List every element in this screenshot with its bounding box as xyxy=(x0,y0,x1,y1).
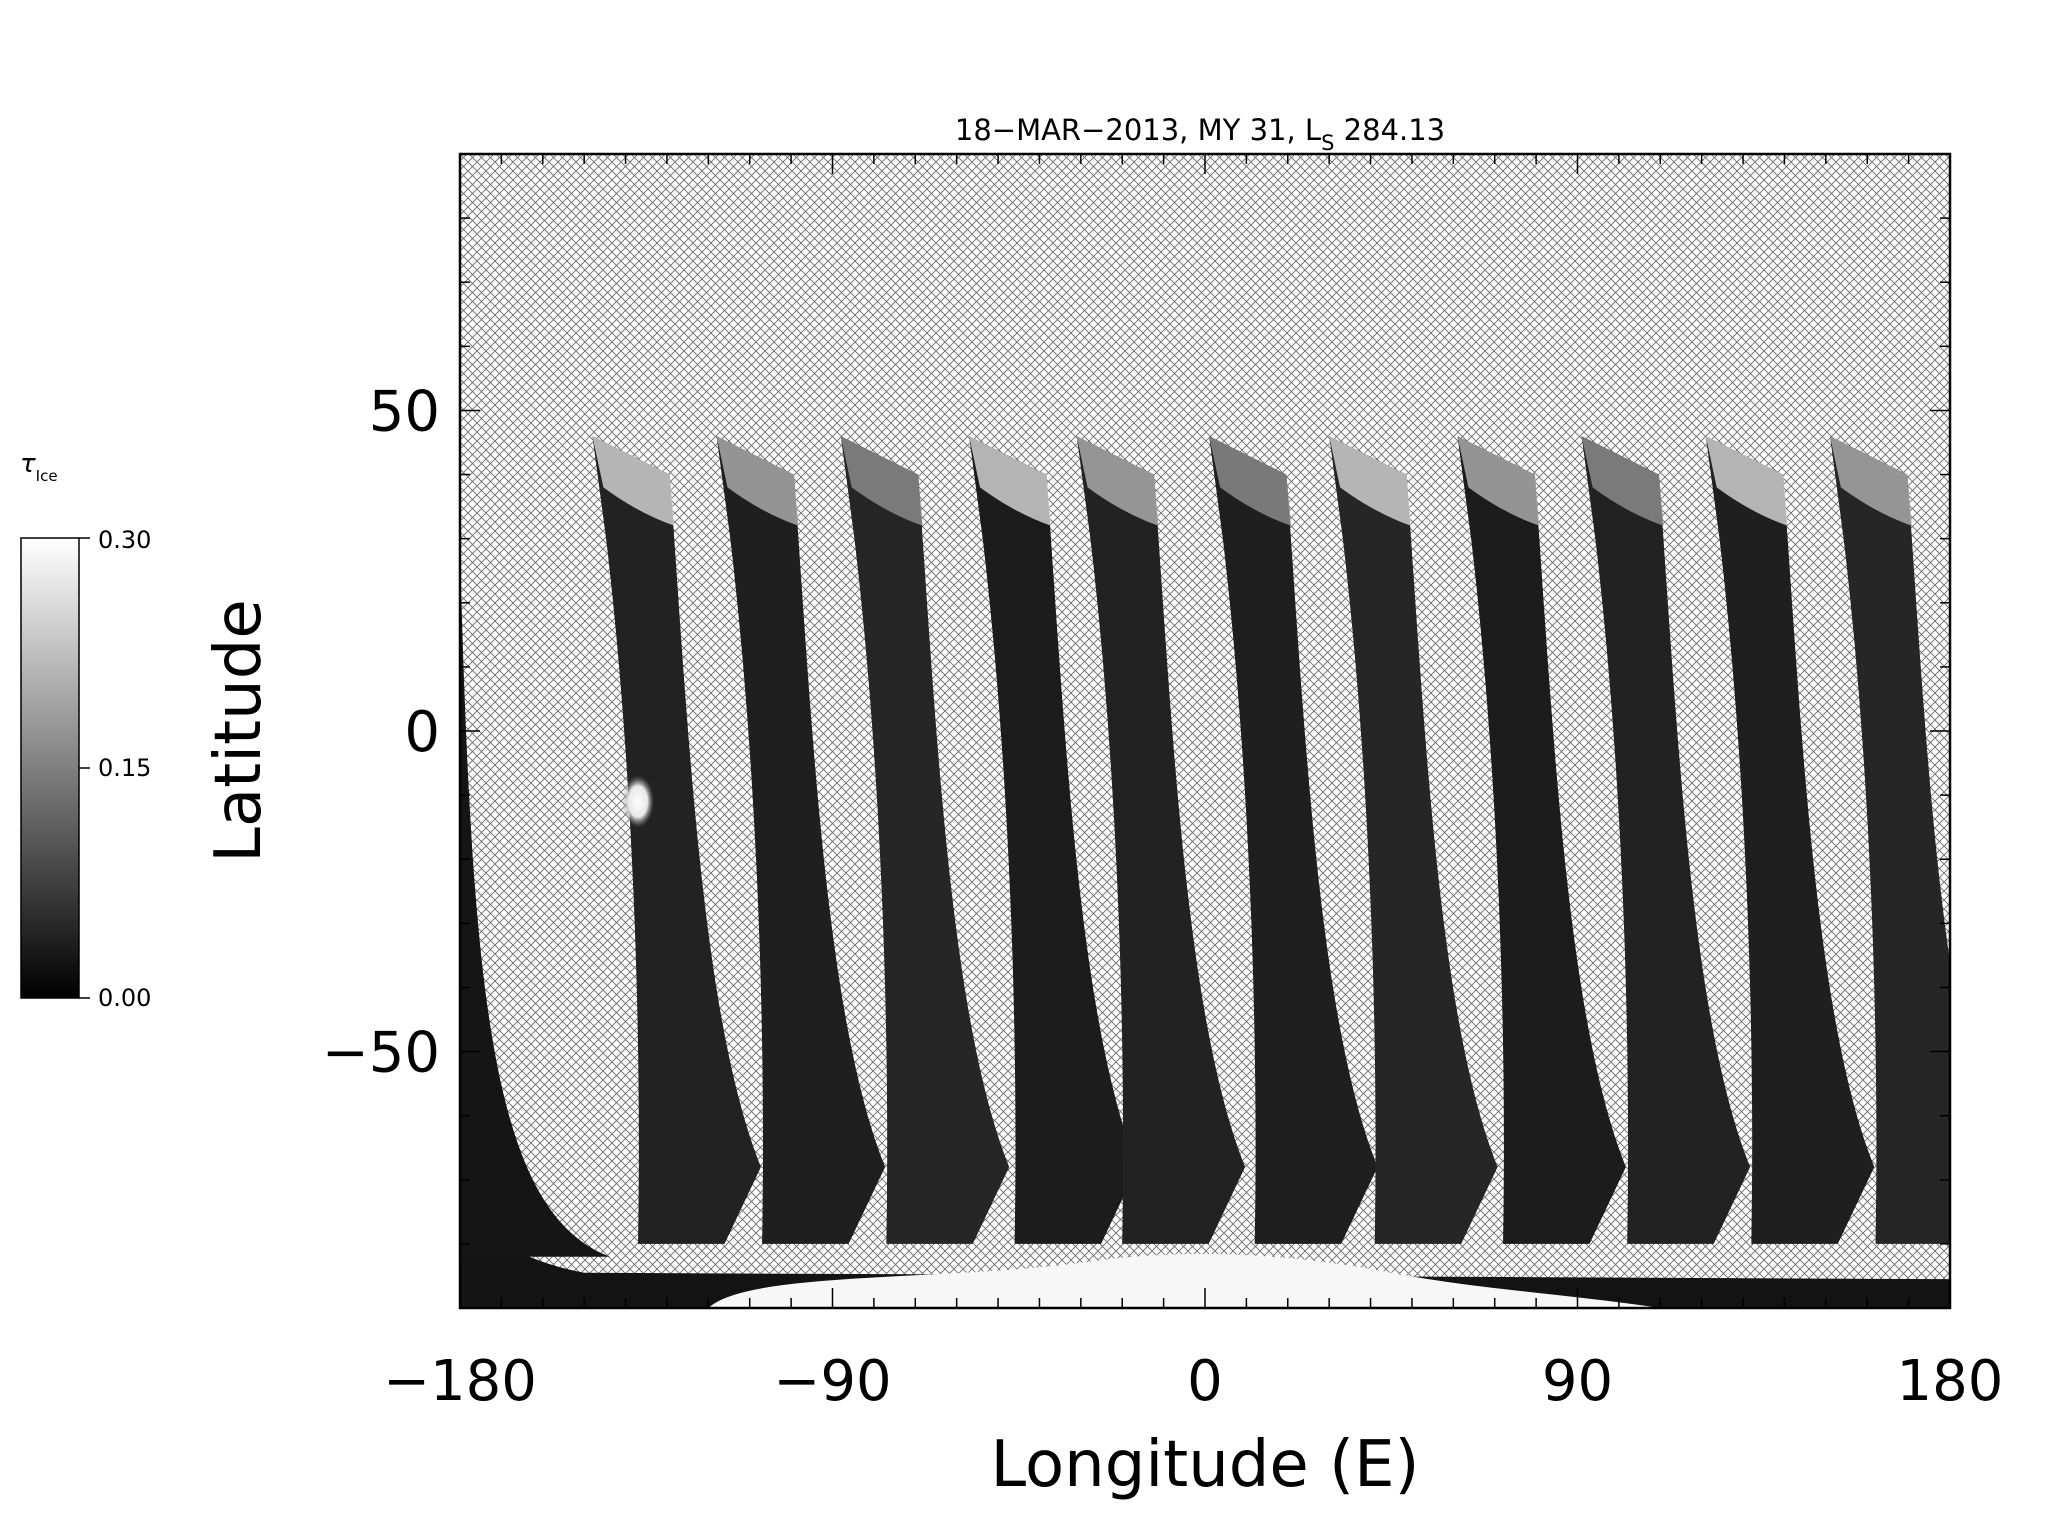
swath-strip xyxy=(592,436,761,1244)
y-tick-label: −50 xyxy=(322,1021,440,1086)
swath xyxy=(1329,436,1498,1244)
swath-strip xyxy=(1209,436,1378,1244)
swath-strip xyxy=(969,436,1138,1244)
bright-ice-spot xyxy=(621,775,654,828)
swath xyxy=(969,436,1138,1244)
south-polar-cap xyxy=(708,1253,1661,1308)
swath-north-tip xyxy=(1209,436,1292,526)
swath xyxy=(1076,436,1246,1244)
swath-strip xyxy=(1076,436,1246,1244)
x-tick-label: 180 xyxy=(1897,1349,2004,1414)
swath-strip xyxy=(840,436,1010,1244)
colorbar-label: τIce xyxy=(20,449,58,485)
y-axis-label: Latitude xyxy=(202,599,276,862)
chart-title: 18−MAR−2013, MY 31, LS 284.13 xyxy=(955,113,1445,155)
x-tick-label: 90 xyxy=(1542,1349,1613,1414)
swath xyxy=(460,551,610,1257)
x-tick-label: −90 xyxy=(773,1349,891,1414)
swath xyxy=(1581,436,1751,1244)
swath-strip xyxy=(716,436,886,1244)
swath-north-tip xyxy=(1830,436,1912,526)
swath-strip xyxy=(1830,436,1950,1244)
swath xyxy=(1705,436,1875,1244)
colorbar: τIce 0.30 0.15 0.00 xyxy=(20,449,151,1012)
swath-north-tip xyxy=(969,436,1051,526)
x-tick-labels: −180 −90 0 90 180 xyxy=(383,1349,2003,1414)
tick-marks xyxy=(459,153,1951,1309)
swath-strip xyxy=(1705,436,1875,1244)
y-tick-label: 50 xyxy=(369,379,440,444)
swath xyxy=(1209,436,1378,1244)
swath-strip xyxy=(460,551,610,1257)
x-tick-label: −180 xyxy=(383,1349,537,1414)
polar-cap-layer xyxy=(708,1253,1661,1308)
colorbar-tick-label: 0.15 xyxy=(98,754,151,782)
swath-north-tip xyxy=(1457,436,1540,526)
swath-north-tip xyxy=(1076,436,1159,526)
y-tick-label: 0 xyxy=(404,700,440,765)
colorbar-tick-label: 0.00 xyxy=(98,984,151,1012)
colorbar-tick-labels: 0.30 0.15 0.00 xyxy=(98,526,151,1012)
swath xyxy=(592,436,761,1244)
plot-area xyxy=(460,154,1950,1308)
swath xyxy=(840,436,1010,1244)
swath-north-tip xyxy=(840,436,923,526)
swath xyxy=(716,436,886,1244)
swath-north-tip xyxy=(716,436,799,526)
swath-north-tip xyxy=(1705,436,1788,526)
swath-strip xyxy=(1329,436,1498,1244)
colorbar-tick-label: 0.30 xyxy=(98,526,151,554)
colorbar-gradient xyxy=(20,537,80,999)
y-tick-labels: 50 0 −50 xyxy=(322,379,440,1085)
swath-north-tip xyxy=(1581,436,1664,526)
swath-strip xyxy=(1581,436,1751,1244)
swath xyxy=(1830,436,1950,1244)
swath-north-tip xyxy=(1329,436,1412,526)
swath-north-tip xyxy=(592,436,675,526)
swath-strip xyxy=(1457,436,1626,1244)
colorbar-ticks xyxy=(79,537,90,999)
swath xyxy=(1457,436,1626,1244)
x-axis-label: Longitude (E) xyxy=(990,1428,1419,1502)
swaths-layer xyxy=(460,436,1950,1257)
x-tick-label: 0 xyxy=(1187,1349,1223,1414)
